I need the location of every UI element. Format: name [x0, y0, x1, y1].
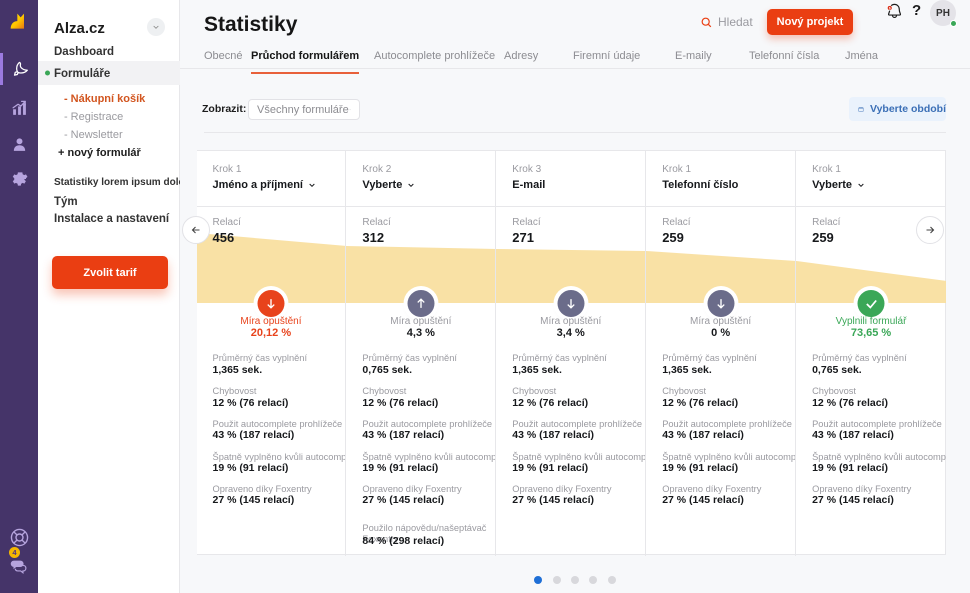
svg-text:6: 6: [888, 6, 890, 10]
